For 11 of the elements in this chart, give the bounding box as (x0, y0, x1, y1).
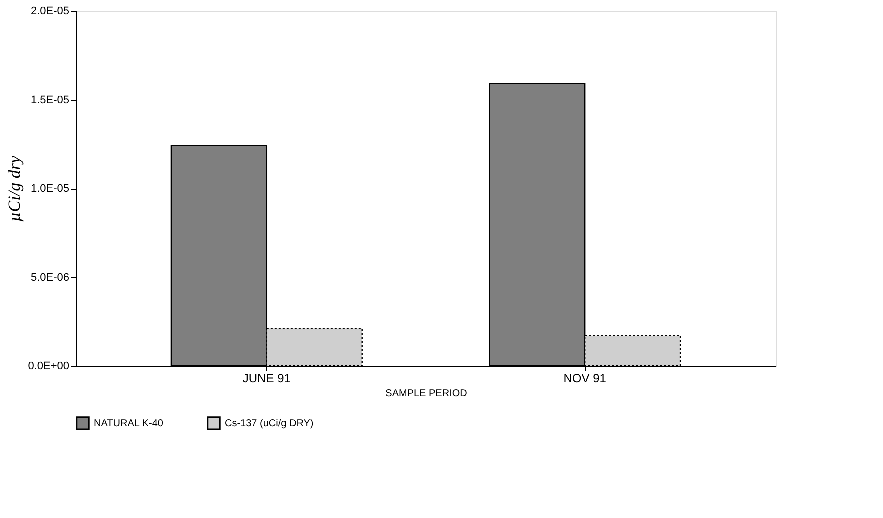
y-tick-label: 0.0E+00 (28, 360, 70, 372)
y-tick-label: 1.5E-05 (30, 94, 70, 106)
y-tick-label: 5.0E-06 (30, 272, 70, 284)
x-tick-label: NOV 91 (564, 372, 607, 386)
y-axis-title: µCi/g dry (5, 156, 24, 222)
y-tick-label: 1.0E-05 (30, 183, 70, 195)
y-tick-label: 2.0E-05 (30, 6, 70, 18)
legend-label: Cs-137 (uCi/g DRY) (225, 418, 314, 430)
x-axis-title: SAMPLE PERIOD (386, 388, 468, 400)
x-tick-label: JUNE 91 (242, 372, 292, 386)
legend-label: NATURAL K-40 (94, 418, 164, 430)
